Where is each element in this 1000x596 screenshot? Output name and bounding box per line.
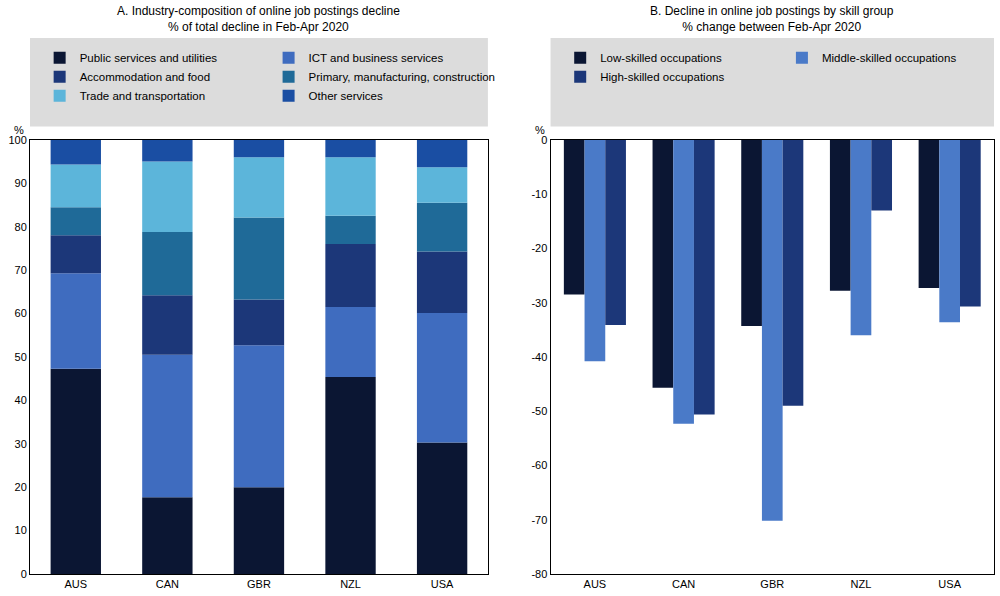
svg-text:70: 70 <box>15 264 27 276</box>
svg-text:Other services: Other services <box>309 90 383 102</box>
svg-text:Trade and transportation: Trade and transportation <box>80 90 206 102</box>
svg-text:0: 0 <box>541 134 547 146</box>
svg-text:%: % <box>14 124 24 136</box>
svg-text:100: 100 <box>8 134 26 146</box>
svg-text:-30: -30 <box>531 297 547 309</box>
svg-text:Primary, manufacturing, constr: Primary, manufacturing, construction <box>309 71 495 83</box>
svg-text:GBR: GBR <box>247 578 271 590</box>
svg-text:-80: -80 <box>531 568 547 580</box>
svg-text:Middle-skilled occupations: Middle-skilled occupations <box>822 52 956 64</box>
svg-text:40: 40 <box>15 394 27 406</box>
svg-text:-50: -50 <box>531 405 547 417</box>
svg-text:B. Decline in online job posti: B. Decline in online job postings by ski… <box>650 4 894 34</box>
svg-text:-20: -20 <box>531 242 547 254</box>
svg-text:0: 0 <box>21 568 27 580</box>
svg-text:USA: USA <box>938 578 961 590</box>
svg-text:NZL: NZL <box>340 578 361 590</box>
svg-text:80: 80 <box>15 221 27 233</box>
svg-text:AUS: AUS <box>584 578 607 590</box>
svg-text:NZL: NZL <box>851 578 872 590</box>
svg-text:Public services and utilities: Public services and utilities <box>80 52 218 64</box>
svg-text:%: % <box>535 124 545 136</box>
svg-text:-60: -60 <box>531 459 547 471</box>
svg-text:USA: USA <box>431 578 454 590</box>
svg-text:CAN: CAN <box>156 578 179 590</box>
svg-text:ICT and business services: ICT and business services <box>309 52 444 64</box>
svg-text:60: 60 <box>15 307 27 319</box>
svg-text:-40: -40 <box>531 351 547 363</box>
svg-text:30: 30 <box>15 438 27 450</box>
svg-text:High-skilled occupations: High-skilled occupations <box>600 71 724 83</box>
svg-text:50: 50 <box>15 351 27 363</box>
svg-text:Low-skilled occupations: Low-skilled occupations <box>600 52 722 64</box>
svg-text:-70: -70 <box>531 514 547 526</box>
svg-text:A. Industry-composition of onl: A. Industry-composition of online job po… <box>117 4 400 34</box>
svg-text:AUS: AUS <box>64 578 87 590</box>
svg-text:GBR: GBR <box>760 578 784 590</box>
svg-text:20: 20 <box>15 481 27 493</box>
svg-text:10: 10 <box>15 524 27 536</box>
svg-text:CAN: CAN <box>672 578 695 590</box>
svg-text:-10: -10 <box>531 188 547 200</box>
svg-text:Accommodation and food: Accommodation and food <box>80 71 210 83</box>
svg-text:90: 90 <box>15 177 27 189</box>
